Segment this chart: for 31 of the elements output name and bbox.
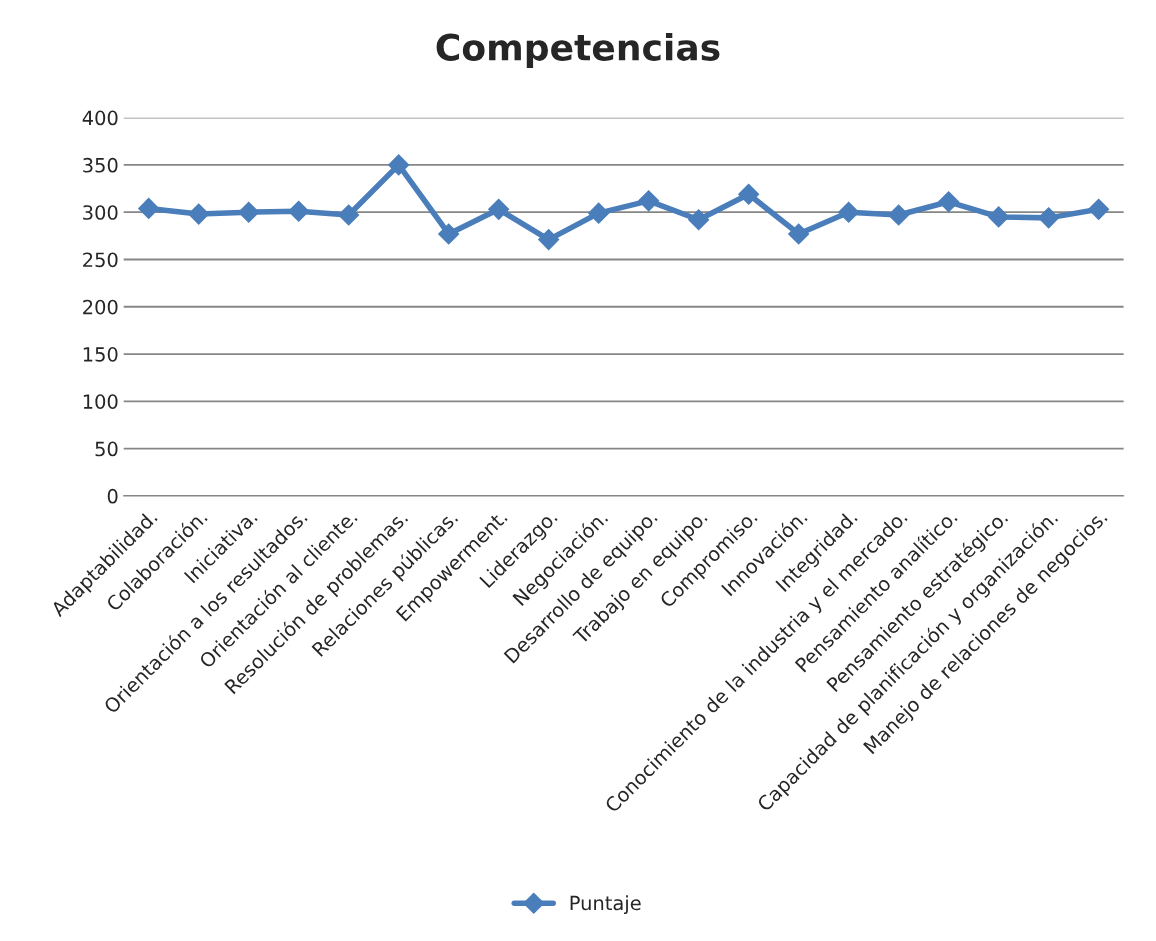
y-tick-label: 350 (83, 157, 118, 173)
point (938, 191, 960, 213)
y-tick-label: 400 (82, 110, 118, 126)
y-tick-label: 200 (83, 299, 118, 315)
point (538, 229, 560, 251)
legend-label: Puntaje (570, 895, 641, 915)
point (388, 154, 410, 176)
point (688, 209, 710, 231)
y-tick-label: 150 (83, 347, 118, 362)
point (438, 223, 460, 245)
y-tick-label: 50 (95, 441, 118, 457)
y-tick-label: 0 (107, 488, 118, 504)
y-tick-label: 300 (83, 205, 118, 220)
point (788, 223, 810, 245)
point (638, 190, 660, 212)
point (838, 201, 860, 223)
point (888, 204, 910, 226)
point (188, 203, 210, 225)
point (988, 206, 1010, 228)
point (338, 204, 360, 226)
chart-title: Competencias (436, 32, 720, 68)
point (588, 202, 610, 224)
point (738, 183, 760, 205)
point (1088, 198, 1110, 220)
y-tick-label: 100 (83, 394, 118, 409)
point (238, 201, 260, 223)
point (488, 198, 510, 220)
point (288, 200, 310, 222)
y-tick-label: 250 (83, 252, 118, 268)
point (138, 197, 160, 219)
point (1038, 207, 1060, 229)
